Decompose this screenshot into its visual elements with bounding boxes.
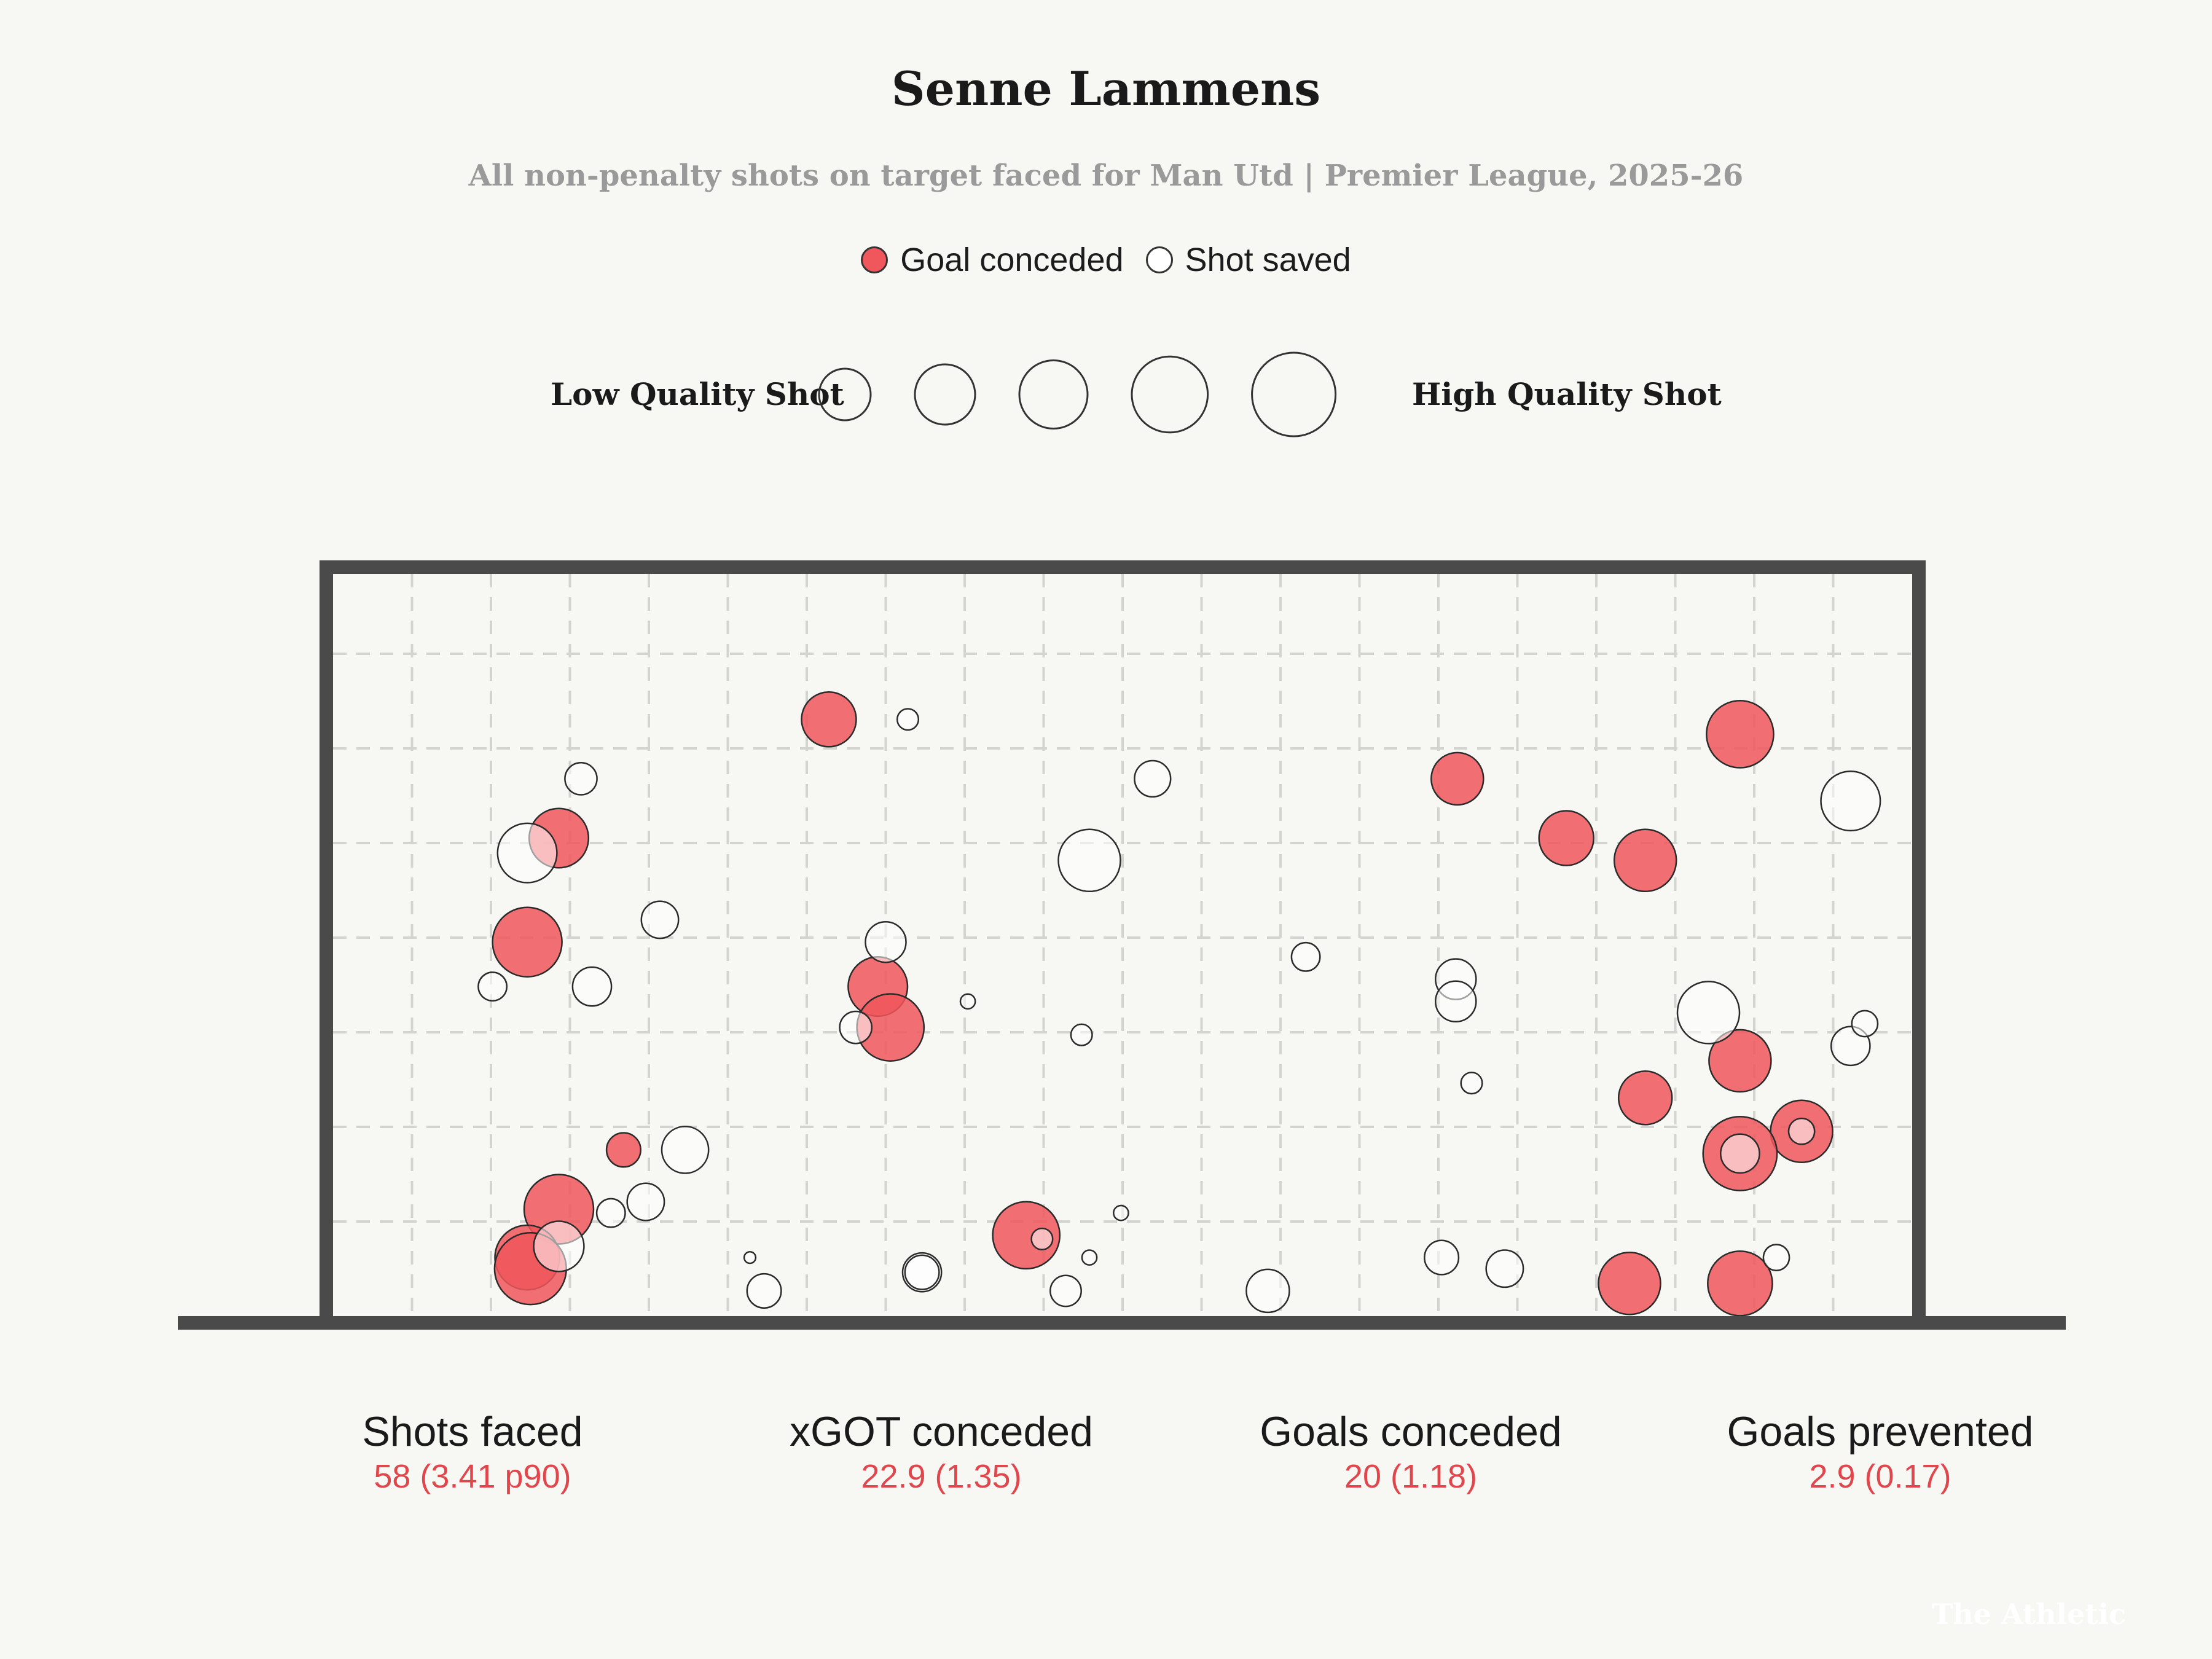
stat-label: Goals conceded: [1260, 1408, 1562, 1455]
stat-xgot-conceded: xGOT conceded 22.9 (1.35): [726, 1407, 1156, 1497]
stat-label: xGOT conceded: [790, 1408, 1093, 1455]
color-legend: Goal conceded Shot saved: [0, 241, 2212, 279]
shot-saved-point: [896, 708, 920, 731]
goal-conceded-point: [992, 1201, 1061, 1270]
stat-value: 58 (3.41 p90): [374, 1458, 571, 1495]
shot-saved-point: [904, 1254, 940, 1290]
size-legend-circle: [1131, 355, 1209, 434]
shot-saved-point: [1081, 1249, 1098, 1266]
shot-saved-point: [1460, 1072, 1483, 1095]
shot-saved-point: [496, 822, 558, 884]
chart-title: Senne Lammens: [891, 61, 1321, 116]
size-legend-circle: [1251, 351, 1337, 437]
shot-saved-point: [533, 1220, 585, 1273]
shot-saved-point: [640, 900, 680, 939]
goal-conceded-point: [1706, 700, 1775, 769]
shot-saved-point: [1720, 1133, 1760, 1174]
legend-saved-label: Shot saved: [1185, 241, 1351, 278]
shot-saved-point: [1820, 771, 1881, 832]
chart-subtitle: All non-penalty shots on target faced fo…: [468, 159, 1744, 193]
shot-saved-point: [1762, 1244, 1790, 1271]
goal-conceded-point: [1707, 1250, 1773, 1317]
shot-saved-point: [1435, 980, 1477, 1023]
legend-item-saved: Shot saved: [1145, 241, 1351, 279]
goal-conceded-point: [1708, 1029, 1772, 1093]
stat-value: 22.9 (1.35): [861, 1458, 1022, 1495]
shot-saved-point: [477, 971, 508, 1002]
goal-conceded-point: [1538, 810, 1594, 866]
goal-conceded-swatch-icon: [861, 246, 888, 273]
stat-goals-conceded: Goals conceded 20 (1.18): [1196, 1407, 1626, 1497]
size-legend-low-label: Low Quality Shot: [551, 376, 844, 412]
shot-saved-point: [1049, 1274, 1082, 1308]
shot-saved-point: [1424, 1239, 1460, 1276]
goal-conceded-point: [1598, 1252, 1661, 1316]
crossbar: [320, 560, 1926, 574]
stat-value: 20 (1.18): [1344, 1458, 1478, 1495]
shot-saved-point: [595, 1198, 626, 1228]
goal-net-grid: [333, 574, 1912, 1316]
shot-saved-point: [1057, 828, 1121, 893]
size-legend-high-label: High Quality Shot: [1412, 376, 1722, 412]
left-post: [320, 560, 333, 1324]
right-post: [1912, 560, 1926, 1324]
goal-conceded-point: [1613, 828, 1677, 893]
stat-value: 2.9 (0.17): [1809, 1458, 1951, 1495]
shot-saved-point: [626, 1182, 665, 1222]
stat-goals-prevented: Goals prevented 2.9 (0.17): [1665, 1407, 2095, 1497]
ground-line: [178, 1316, 2066, 1330]
shot-saved-point: [1851, 1010, 1879, 1038]
goal-conceded-point: [801, 691, 857, 748]
size-legend-circle: [1018, 359, 1089, 429]
goal-conceded-point: [1617, 1070, 1673, 1126]
shot-saved-point: [1070, 1023, 1093, 1046]
stat-label: Goals prevented: [1727, 1408, 2034, 1455]
shots-layer: [477, 691, 1881, 1317]
shot-saved-point: [746, 1273, 782, 1309]
shot-saved-point: [865, 920, 907, 963]
shot-saved-point: [571, 966, 613, 1007]
shot-saved-point: [1134, 759, 1172, 798]
legend-goal-label: Goal conceded: [900, 241, 1124, 278]
size-legend-circle: [818, 367, 872, 422]
goal-conceded-point: [605, 1132, 641, 1168]
shot-saved-point: [839, 1010, 873, 1045]
the-athletic-logo: The Athletic: [1931, 1598, 2126, 1631]
shot-saved-point: [564, 762, 598, 796]
shot-saved-point: [743, 1250, 757, 1265]
shot-saved-point: [1485, 1249, 1524, 1288]
shot-saved-point: [959, 993, 976, 1010]
shot-saved-point: [1113, 1204, 1129, 1222]
shot-saved-point: [1245, 1268, 1290, 1314]
stat-label: Shots faced: [362, 1408, 583, 1455]
shot-saved-point: [661, 1126, 710, 1174]
legend-item-goal: Goal conceded: [861, 241, 1124, 279]
size-legend: [818, 351, 1337, 437]
goal-conceded-point: [492, 906, 563, 978]
goal-frame: [178, 560, 2066, 1330]
shot-saved-swatch-icon: [1145, 246, 1173, 273]
shot-saved-point: [1787, 1117, 1816, 1145]
size-legend-circle: [914, 363, 976, 426]
shot-saved-point: [1676, 981, 1741, 1045]
stat-shots-faced: Shots faced 58 (3.41 p90): [257, 1407, 688, 1497]
goal-conceded-point: [1430, 751, 1484, 806]
shot-saved-point: [1030, 1227, 1054, 1250]
shot-saved-point: [1290, 941, 1321, 972]
